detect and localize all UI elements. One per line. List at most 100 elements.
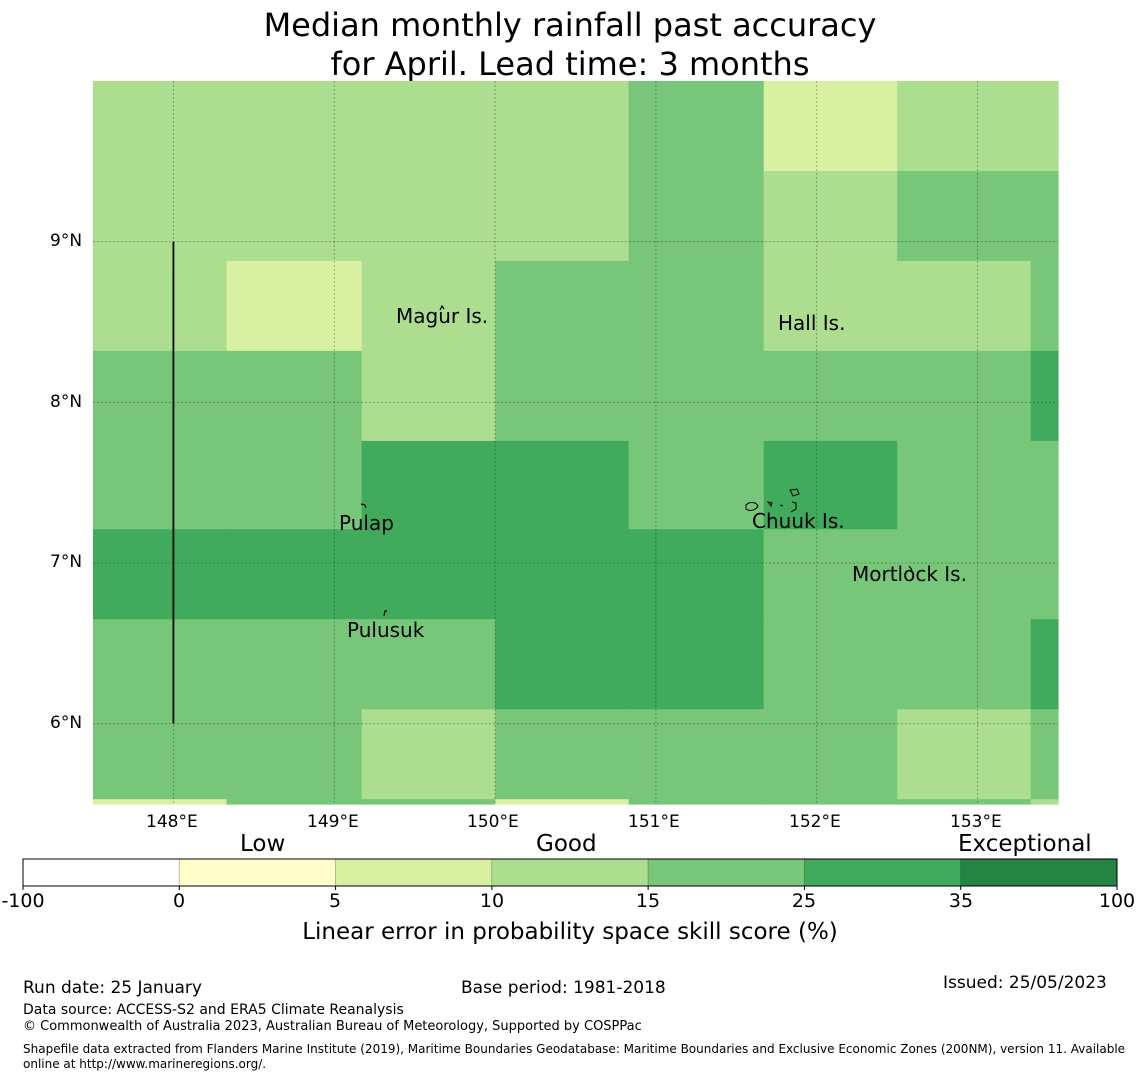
skill-cell (1030, 81, 1059, 172)
island-label-chuuk: Chuuk Is. (752, 509, 845, 533)
base-period: Base period: 1981-2018 (461, 978, 666, 998)
skill-cell (93, 171, 228, 262)
lon-tick-label: 149°E (307, 812, 359, 832)
skill-cell (1030, 529, 1059, 620)
skill-cell (226, 350, 363, 442)
skill-cell (897, 81, 1032, 172)
colorbar-bin (491, 858, 649, 887)
colorbar-tick-label: 25 (791, 890, 817, 912)
map-canvas (22, 81, 1118, 890)
skill-cell (1030, 799, 1059, 805)
data-source: Data source: ACCESS-S2 and ERA5 Climate … (23, 1002, 404, 1018)
skill-cell (763, 440, 898, 530)
lat-tick-label: 6°N (50, 713, 83, 733)
skill-cell (763, 350, 898, 442)
skill-cell (628, 171, 765, 262)
colorbar-tick-label: 0 (172, 890, 186, 912)
island-label-hall: Hall Is. (778, 311, 846, 335)
colorbar (22, 858, 1118, 890)
island-label-magur: Magur Is. (396, 304, 489, 328)
skill-cell (361, 529, 496, 620)
skill-cell (226, 440, 363, 530)
colorbar-tick-label: 35 (948, 890, 974, 912)
skill-cell (93, 529, 228, 620)
colorbar-tick-label: 15 (635, 890, 661, 912)
skill-cell (495, 709, 630, 800)
skill-cell (495, 529, 630, 620)
skill-cell (763, 260, 898, 352)
run-date: Run date: 25 January (23, 978, 202, 998)
skill-cell (495, 260, 630, 352)
skill-cell (226, 619, 363, 710)
category-label-low: Low (240, 831, 286, 857)
skill-grid (93, 81, 1059, 805)
skill-cell (897, 440, 1032, 530)
skill-cell (763, 529, 898, 620)
skill-cell (1030, 440, 1059, 530)
skill-cell (495, 81, 630, 172)
skill-cell (93, 709, 228, 800)
skill-cell (93, 260, 228, 352)
map-title-line-1: Median monthly rainfall past accuracy (263, 6, 877, 44)
lon-tick-label: 148°E (146, 812, 198, 832)
lat-tick-label: 8°N (50, 392, 83, 412)
skill-cell (226, 171, 363, 262)
skill-cell (628, 799, 765, 805)
skill-cell (628, 619, 765, 710)
skill-cell (361, 260, 496, 352)
colorbar-bin (647, 858, 805, 887)
skill-cell (93, 440, 228, 530)
skill-cell (763, 799, 898, 805)
lon-tick-label: 152°E (789, 812, 841, 832)
skill-cell (361, 350, 496, 442)
skill-cell (495, 619, 630, 710)
skill-cell (495, 440, 630, 530)
category-label-good: Good (536, 831, 597, 857)
category-label-exceptional: Exceptional (958, 831, 1092, 857)
skill-cell (361, 799, 496, 805)
skill-cell (897, 619, 1032, 710)
skill-cell (628, 81, 765, 172)
graticule (93, 81, 1058, 804)
skill-cell (628, 440, 765, 530)
skill-cell (93, 81, 228, 172)
colorbar-bin (960, 858, 1118, 887)
skill-cell (361, 440, 496, 530)
colorbar-bin (178, 858, 336, 887)
skill-cell (495, 350, 630, 442)
island-label-pulap: Pulap (339, 511, 394, 535)
skill-cell (361, 619, 496, 710)
lon-tick-label: 153°E (950, 812, 1002, 832)
skill-cell (226, 709, 363, 800)
map-title-line-2: for April. Lead time: 3 months (330, 45, 810, 83)
skill-cell (628, 709, 765, 800)
lon-tick-label: 151°E (628, 812, 680, 832)
skill-cell (361, 709, 496, 800)
skill-cell (897, 799, 1032, 805)
shapefile-credit: Shapefile data extracted from Flanders M… (23, 1042, 1126, 1071)
island-coastlines (360, 304, 913, 617)
lat-tick-label: 9°N (50, 231, 83, 251)
colorbar-bin (804, 858, 962, 887)
skill-cell (1030, 350, 1059, 442)
skill-cell (628, 350, 765, 442)
skill-cell (897, 171, 1032, 262)
skill-cell (1030, 619, 1059, 710)
skill-cell (1030, 709, 1059, 800)
skill-cell (763, 619, 898, 710)
lon-tick-label: 150°E (467, 812, 519, 832)
colorbar-tick-label: 5 (328, 890, 342, 912)
skill-cell (93, 619, 228, 710)
lat-tick-label: 7°N (50, 552, 83, 572)
island-label-mortlock: Mortlock Is. (852, 562, 967, 586)
skill-cell (226, 529, 363, 620)
island-label-pulusuk: Pulusuk (347, 618, 425, 642)
colorbar-bin (335, 858, 493, 887)
skill-cell (1030, 171, 1059, 262)
colorbar-bin (22, 858, 180, 887)
skill-cell (361, 171, 496, 262)
skill-cell (763, 709, 898, 800)
skill-cell (226, 260, 363, 352)
skill-cell (897, 709, 1032, 800)
skill-cell (93, 350, 228, 442)
